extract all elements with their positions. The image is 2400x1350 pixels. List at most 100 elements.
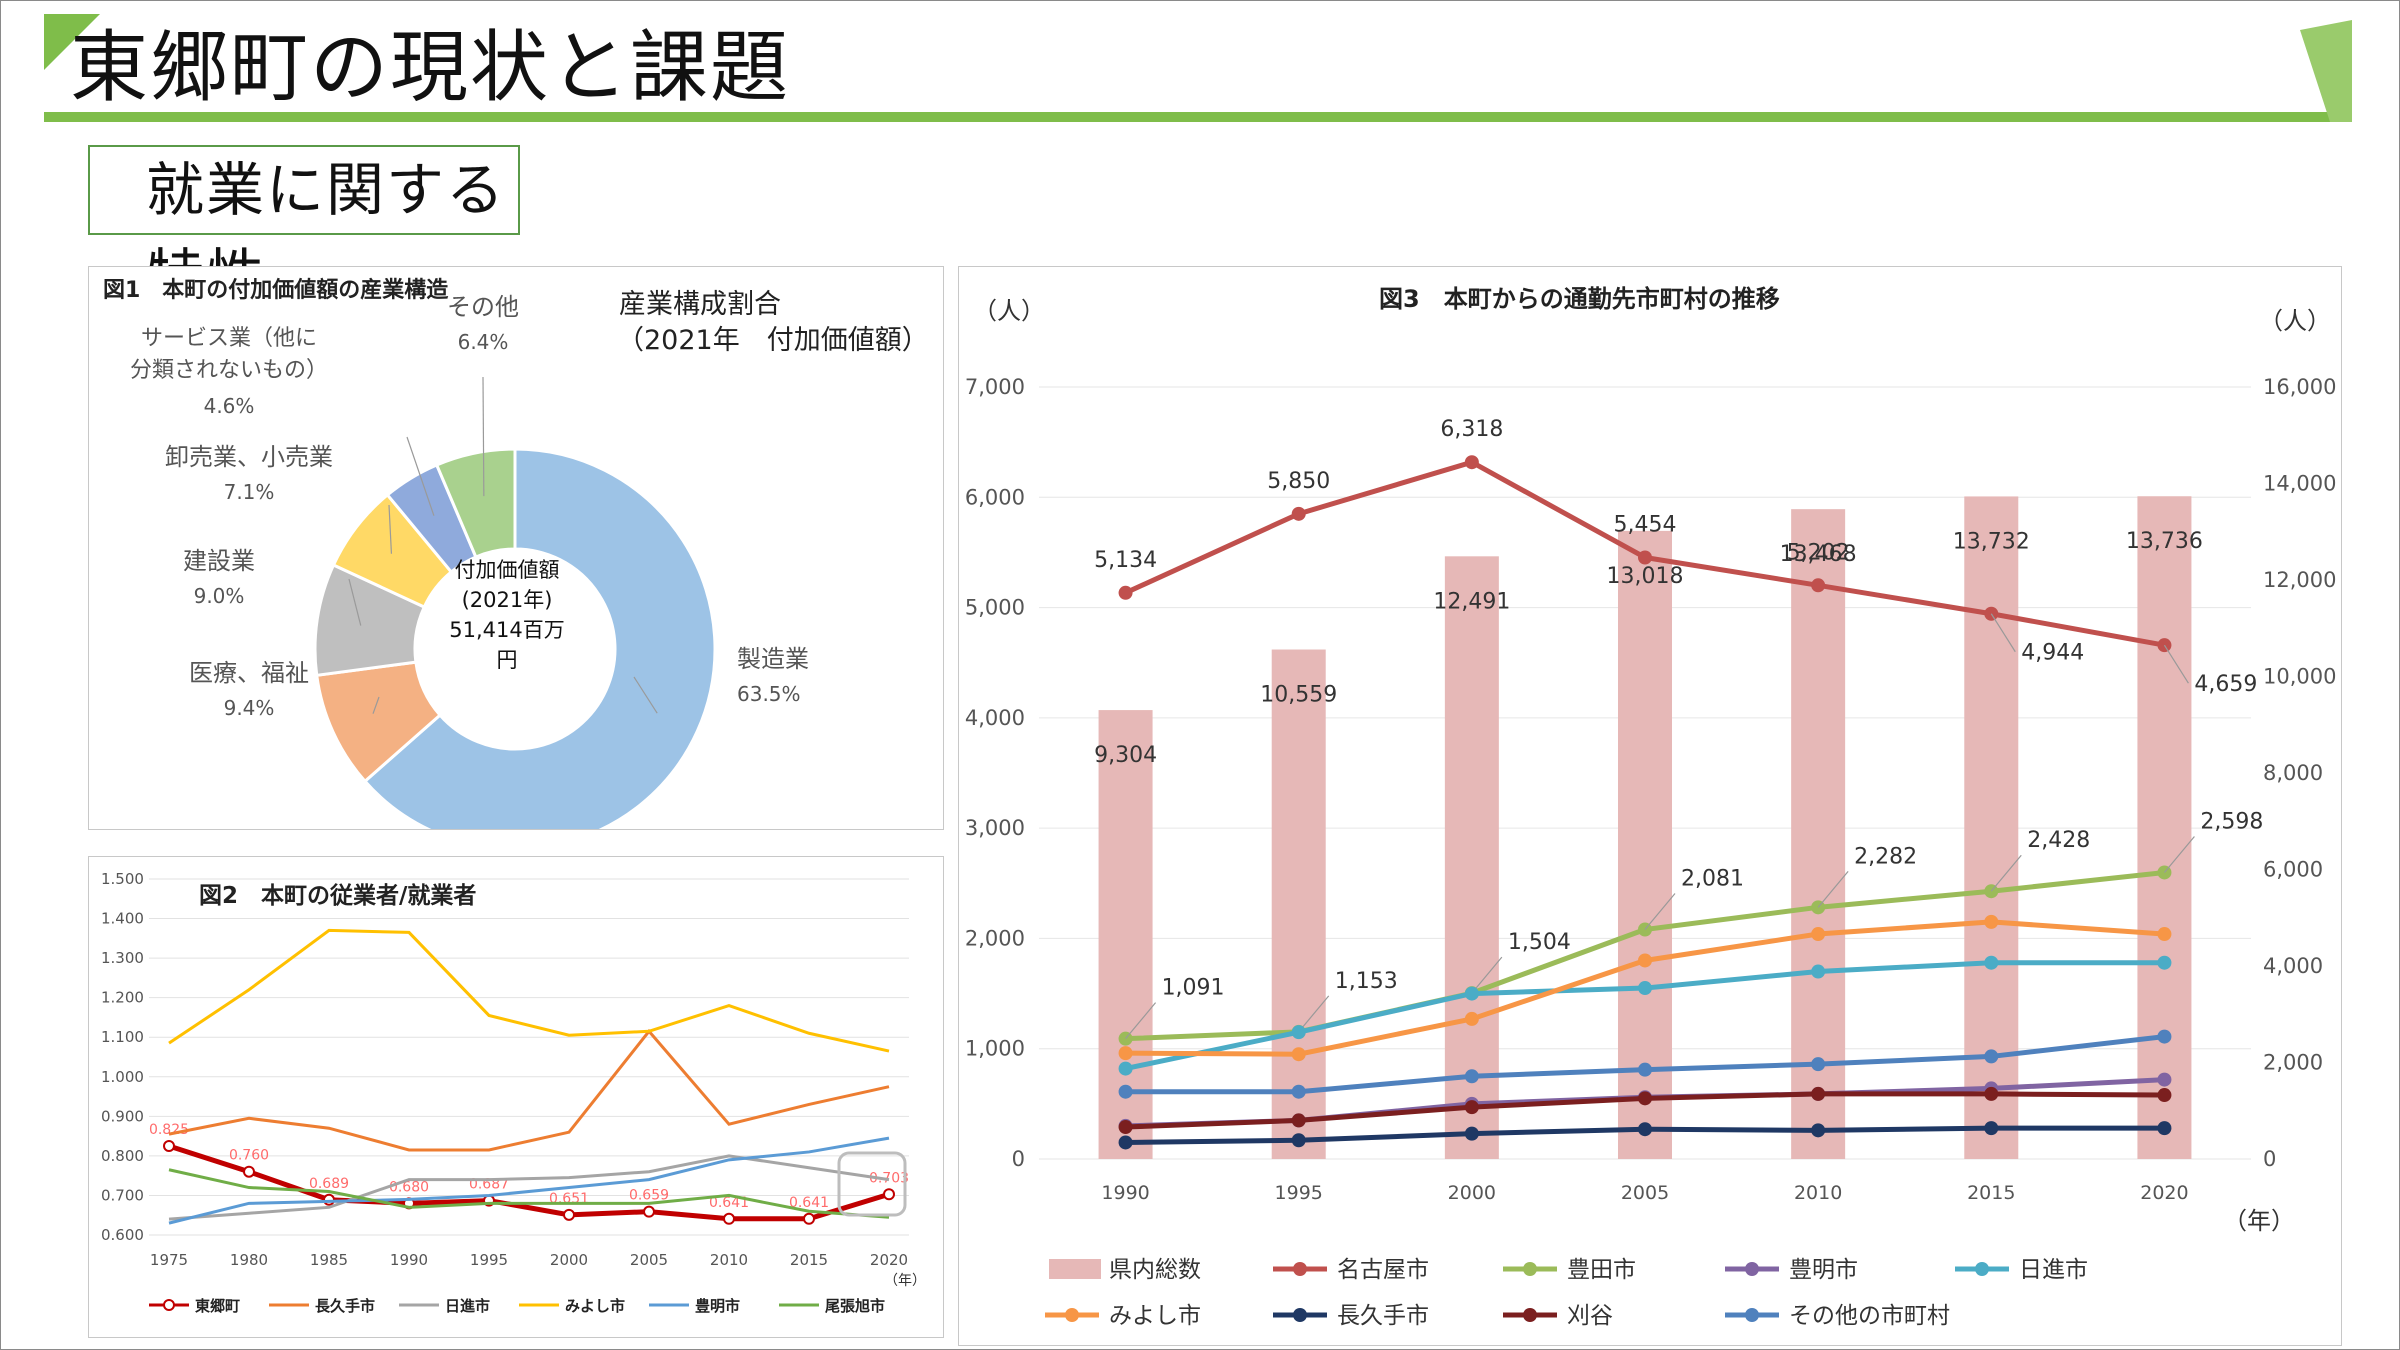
- fig2-title: 図2 本町の従業者/就業者: [199, 882, 476, 909]
- fig1-pct-3: 7.1%: [224, 480, 275, 504]
- fig2-xtick-8: 2015: [790, 1251, 828, 1269]
- fig3-bar-6: [2137, 496, 2192, 1159]
- fig2-point-label-0-0: 0.825: [149, 1122, 189, 1138]
- fig2-xtick-6: 2005: [630, 1251, 668, 1269]
- fig3-xtick-6: 2020: [2140, 1182, 2188, 1204]
- fig1-label-4-line2: 分類されないもの）: [130, 358, 328, 383]
- fig1-leader-5: [482, 376, 485, 497]
- fig3-point-label-0-3: 5,454: [1614, 513, 1677, 538]
- fig3-label-leader-0-6: [2163, 644, 2189, 684]
- fig3-bar-1: [1271, 649, 1326, 1159]
- fig1-label-4-line1: サービス業（他に: [141, 326, 317, 351]
- fig3-xtick-0: 1990: [1101, 1182, 1149, 1204]
- fig3-point-1-4: [1811, 900, 1826, 915]
- fig3-point-label-1-1: 1,153: [1335, 969, 1398, 994]
- fig3-point-7-6: [2157, 1029, 2172, 1044]
- fig3-bar-3: [1618, 530, 1672, 1159]
- fig3-point-0-4: [1811, 578, 1826, 593]
- fig1-leader-4: [406, 436, 435, 516]
- fig2-point-label-0-6: 0.659: [629, 1188, 669, 1204]
- fig3-bar-label-0: 9,304: [1094, 743, 1157, 768]
- fig3-right-unit: （人）: [2259, 307, 2331, 335]
- fig3-point-0-1: [1291, 506, 1306, 521]
- fig3-point-5-1: [1291, 1133, 1306, 1148]
- fig3-legend-marker-2: [1523, 1262, 1537, 1276]
- fig3-bar-label-2: 12,491: [1433, 589, 1510, 614]
- fig2-ytick-0: 1.500: [101, 870, 144, 888]
- fig1-donut-chart: 図1 本町の付加価値額の産業構造 産業構成割合 （2021年 付加価値額） 製造業 63…: [103, 277, 929, 851]
- fig3-label-leader-1-6: [2163, 836, 2195, 873]
- title-underline: [44, 112, 2352, 122]
- fig3-label-leader-1-2: [1471, 956, 1503, 994]
- fig3-right-tick-4: 8,000: [2263, 761, 2323, 785]
- fig3-left-tick-1: 6,000: [965, 485, 1025, 509]
- fig1-caption-line1: 産業構成割合: [619, 289, 781, 320]
- fig3-point-label-1-3: 2,081: [1681, 866, 1744, 891]
- fig3-legend-label-5: みよし市: [1109, 1303, 1201, 1329]
- fig3-combo-chart: 図3 本町からの通勤先市町村の推移 （人） （人） 7,000 6,000 5,000 4,…: [965, 285, 2337, 1329]
- fig3-xtick-5: 2015: [1967, 1182, 2015, 1204]
- fig3-point-label-1-2: 1,504: [1508, 930, 1571, 955]
- fig3-point-3-3: [1638, 981, 1652, 996]
- fig2-legend-label-1: 長久手市: [315, 1297, 375, 1315]
- fig1-panel: 図1 本町の付加価値額の産業構造 産業構成割合 （2021年 付加価値額） 製造業 63…: [88, 266, 944, 851]
- fig1-pct-4: 4.6%: [204, 394, 255, 418]
- title-corner-mark: [44, 14, 100, 70]
- fig3-point-4-6: [2157, 927, 2172, 942]
- fig2-legend-label-5: 尾張旭市: [825, 1297, 885, 1315]
- fig1-label-5: その他: [447, 293, 519, 321]
- fig3-point-3-4: [1811, 964, 1826, 979]
- fig3-label-leader-1-4: [1817, 870, 1849, 908]
- fig3-left-tick-6: 1,000: [965, 1037, 1025, 1061]
- fig2-point-0-0: [163, 1140, 175, 1152]
- fig3-point-label-0-4: 5,202: [1787, 540, 1850, 565]
- fig2-ytick-4: 1.100: [101, 1028, 144, 1046]
- fig3-left-tick-5: 2,000: [965, 926, 1025, 950]
- fig1-pct-5: 6.4%: [458, 330, 509, 354]
- fig3-point-label-0-1: 5,850: [1267, 469, 1330, 494]
- fig3-point-0-0: [1118, 585, 1133, 600]
- fig1-caption-line2: （2021年 付加価値額）: [617, 325, 929, 356]
- fig3-label-leader-1-1: [1298, 995, 1330, 1033]
- fig1-center-line1: 付加価値額: [455, 558, 560, 582]
- fig3-point-5-0: [1118, 1135, 1133, 1150]
- fig3-point-5-3: [1638, 1122, 1652, 1137]
- fig1-leader-0: [633, 676, 658, 714]
- fig3-point-label-0-2: 6,318: [1440, 417, 1503, 442]
- fig2-xtick-2: 1985: [310, 1251, 348, 1269]
- fig3-point-3-6: [2157, 955, 2172, 970]
- fig3-point-4-2: [1464, 1011, 1479, 1026]
- fig2-series-4: [168, 1136, 890, 1225]
- fig3-point-0-3: [1638, 550, 1652, 565]
- fig3-point-label-0-6: 4,659: [2194, 672, 2257, 697]
- fig2-xtick-1: 1980: [230, 1251, 268, 1269]
- fig1-label-1: 医療、福祉: [189, 659, 309, 687]
- fig3-point-label-1-5: 2,428: [2027, 828, 2090, 853]
- fig2-series-1: [168, 1028, 890, 1152]
- fig1-label-3: 卸売業、小売業: [165, 443, 333, 471]
- fig1-leader-2: [348, 578, 362, 626]
- fig1-pct-1: 9.4%: [224, 696, 275, 720]
- fig3-xtick-2: 2000: [1448, 1182, 1496, 1204]
- fig3-right-tick-2: 12,000: [2263, 568, 2336, 592]
- fig3-legend-label-6: 長久手市: [1337, 1303, 1429, 1329]
- fig3-bar-0: [1098, 710, 1153, 1159]
- fig2-series-3: [168, 928, 890, 1053]
- fig2-xtick-7: 2010: [710, 1251, 748, 1269]
- fig2-ytick-6: 0.900: [101, 1107, 144, 1125]
- fig2-ytick-1: 1.400: [101, 910, 144, 928]
- fig3-point-7-0: [1118, 1084, 1133, 1099]
- fig1-center-line2: (2021年): [462, 588, 553, 612]
- fig1-label-2: 建設業: [183, 547, 255, 575]
- fig3-point-6-5: [1984, 1086, 1999, 1101]
- fig2-point-label-0-8: 0.641: [789, 1195, 829, 1211]
- fig2-panel: 1.500 1.400 1.300 1.200 1.100 1.000 0.900 0.800…: [88, 856, 944, 1338]
- fig3-point-5-4: [1811, 1123, 1826, 1138]
- fig3-legend-marker-1: [1293, 1262, 1307, 1276]
- fig2-point-0-9: [883, 1188, 895, 1201]
- fig3-label-leader-1-0: [1125, 1002, 1157, 1040]
- fig2-legend-label-4: 豊明市: [695, 1297, 740, 1315]
- fig3-xtick-1: 1995: [1275, 1182, 1323, 1204]
- fig3-x-unit: （年）: [2223, 1207, 2295, 1235]
- fig2-ytick-8: 0.700: [101, 1186, 144, 1204]
